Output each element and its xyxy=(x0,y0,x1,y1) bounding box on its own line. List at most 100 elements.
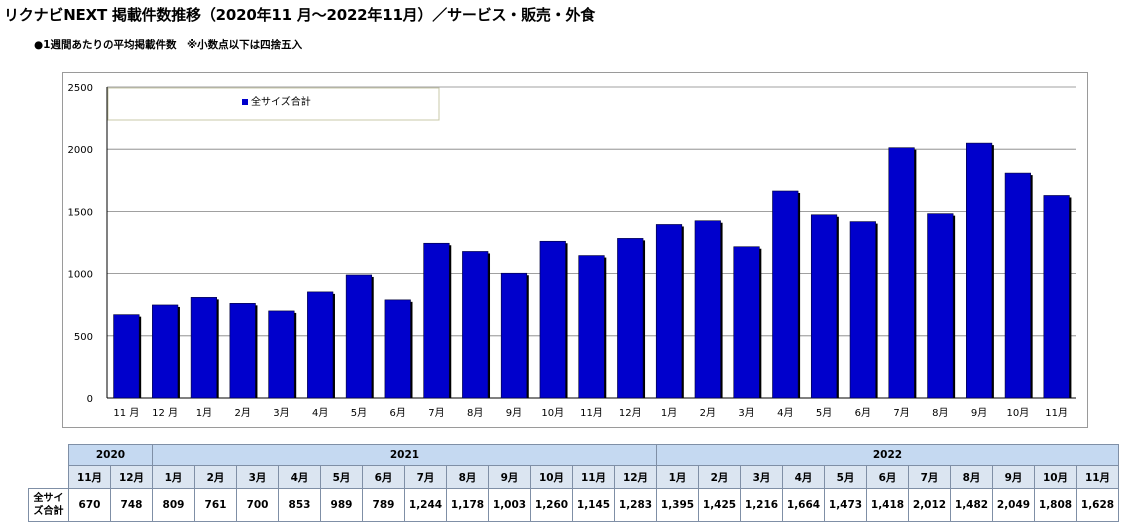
x-tick-label: 11 月 xyxy=(113,407,139,419)
bar xyxy=(229,303,256,399)
value-cell: 1,664 xyxy=(782,488,825,522)
bar xyxy=(617,238,644,399)
row-label: 全サイズ合計 xyxy=(28,488,69,522)
value-cell: 1,283 xyxy=(614,488,657,522)
value-cell: 700 xyxy=(236,488,279,522)
x-tick-label: 4月 xyxy=(777,407,793,419)
x-tick-label: 8月 xyxy=(932,407,948,419)
x-tick-label: 6月 xyxy=(390,407,406,419)
bar xyxy=(888,147,915,399)
y-tick-label: 1000 xyxy=(68,270,93,281)
year-header: 2020 xyxy=(68,444,153,466)
value-cell: 1,260 xyxy=(530,488,573,522)
legend-label: 全サイズ合計 xyxy=(251,95,311,108)
value-cell: 1,473 xyxy=(824,488,867,522)
value-cell: 1,003 xyxy=(488,488,531,522)
bar xyxy=(190,297,217,399)
bar xyxy=(694,220,721,399)
x-tick-label: 2月 xyxy=(700,407,716,419)
table-corner xyxy=(28,465,69,489)
x-tick-label: 11月 xyxy=(580,407,603,419)
y-tick-label: 0 xyxy=(87,394,93,405)
value-cell: 1,425 xyxy=(698,488,741,522)
value-cell: 2,012 xyxy=(908,488,951,522)
x-tick-label: 3月 xyxy=(273,407,289,419)
bar xyxy=(152,304,179,399)
x-tick-label: 12月 xyxy=(619,407,642,419)
bar xyxy=(772,190,799,399)
value-cell: 2,049 xyxy=(992,488,1035,522)
bar xyxy=(733,246,760,399)
value-cell: 1,216 xyxy=(740,488,783,522)
month-header: 8月 xyxy=(950,465,993,489)
month-header: 10月 xyxy=(1034,465,1077,489)
x-tick-label: 1月 xyxy=(661,407,677,419)
chart-subtitle: ●1週間あたりの平均掲載件数 ※小数点以下は四捨五入 xyxy=(34,39,303,51)
y-tick-labels: 0 500 1000 1500 2000 2500 xyxy=(68,83,93,405)
month-header: 11月 xyxy=(1076,465,1119,489)
bar xyxy=(578,255,605,399)
x-tick-label: 10月 xyxy=(1006,407,1029,419)
year-row: 2020 2021 2022 xyxy=(28,444,1119,466)
table-corner xyxy=(28,444,69,466)
x-tick-label: 9月 xyxy=(506,407,522,419)
value-cell: 1,244 xyxy=(404,488,447,522)
month-header: 8月 xyxy=(446,465,489,489)
bar-layer xyxy=(113,142,1072,399)
month-header: 4月 xyxy=(278,465,321,489)
month-header: 12月 xyxy=(614,465,657,489)
month-header: 4月 xyxy=(782,465,825,489)
month-header: 9月 xyxy=(992,465,1035,489)
x-tick-label: 3月 xyxy=(738,407,754,419)
bar xyxy=(268,310,295,399)
x-tick-label: 7月 xyxy=(428,407,444,419)
month-header: 1月 xyxy=(656,465,699,489)
data-table: 2020 2021 2022 11月 12月 1月 2月 3月 4月 5月 6月 7月 8月 9月 10月… xyxy=(28,444,1119,522)
value-row: 全サイズ合計 670 748 809 761 700 853 989 789 1,244 1,17… xyxy=(28,488,1119,522)
bar xyxy=(539,240,566,399)
bar xyxy=(384,299,411,399)
legend-box xyxy=(107,87,440,121)
x-tick-label: 7月 xyxy=(893,407,909,419)
month-header: 5月 xyxy=(824,465,867,489)
value-cell: 1,395 xyxy=(656,488,699,522)
value-cell: 748 xyxy=(110,488,153,522)
x-tick-label: 5月 xyxy=(351,407,367,419)
bar xyxy=(307,291,334,399)
x-tick-label: 8月 xyxy=(467,407,483,419)
month-header: 12月 xyxy=(110,465,153,489)
bar xyxy=(345,274,373,399)
month-header: 7月 xyxy=(404,465,447,489)
value-cell: 1,482 xyxy=(950,488,993,522)
bar xyxy=(113,314,140,399)
bar xyxy=(966,142,993,399)
x-tick-label: 12 月 xyxy=(152,407,178,419)
x-tick-label: 6月 xyxy=(855,407,871,419)
value-cell: 1,178 xyxy=(446,488,489,522)
bar xyxy=(1043,195,1070,399)
legend-swatch xyxy=(242,99,248,105)
value-cell: 1,808 xyxy=(1034,488,1077,522)
year-header: 2022 xyxy=(656,444,1119,466)
chart-frame: 0 500 1000 1500 2000 2500 11 月 12 月 1月 2月 3月 4月 5月 6… xyxy=(62,72,1088,428)
month-header: 3月 xyxy=(740,465,783,489)
value-cell: 1,628 xyxy=(1076,488,1119,522)
y-tick-label: 2000 xyxy=(68,145,93,156)
bar xyxy=(849,221,876,399)
y-tick-label: 2500 xyxy=(68,83,93,94)
y-tick-label: 1500 xyxy=(68,207,93,218)
x-tick-label: 11月 xyxy=(1045,407,1068,419)
bar-chart: 0 500 1000 1500 2000 2500 11 月 12 月 1月 2月 3月 4月 5月 6… xyxy=(68,83,1076,419)
x-tick-label: 5月 xyxy=(816,407,832,419)
month-header: 1月 xyxy=(152,465,195,489)
value-cell: 761 xyxy=(194,488,237,522)
year-header: 2021 xyxy=(152,444,657,466)
value-cell: 989 xyxy=(320,488,363,522)
x-tick-label: 10月 xyxy=(541,407,564,419)
chart-title: リクナビNEXT 掲載件数推移（2020年11 月～2022年11月）／サービス… xyxy=(4,6,596,24)
value-cell: 853 xyxy=(278,488,321,522)
month-header: 9月 xyxy=(488,465,531,489)
bar xyxy=(655,224,683,399)
bar xyxy=(423,242,450,399)
value-cell: 1,145 xyxy=(572,488,615,522)
